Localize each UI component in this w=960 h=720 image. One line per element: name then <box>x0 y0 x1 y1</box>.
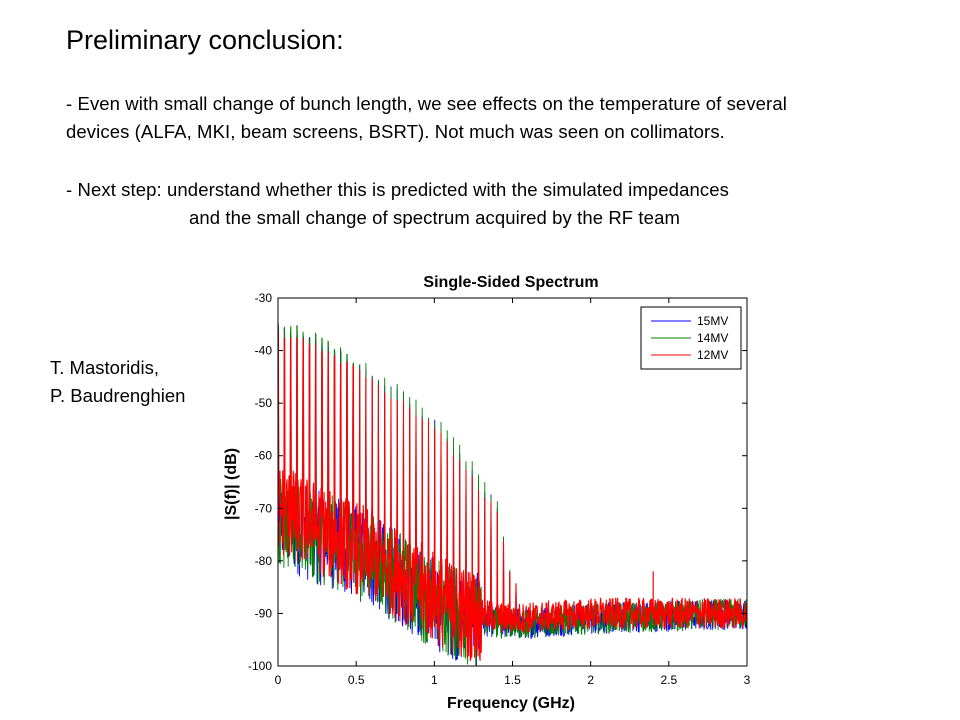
x-tick-label: 1.5 <box>504 673 521 687</box>
credit-author-1: T. Mastoridis, <box>50 357 159 378</box>
y-tick-label: -30 <box>255 291 273 305</box>
plot-traces <box>278 322 747 666</box>
credit-author-2: P. Baudrenghien <box>50 385 186 406</box>
x-tick-label: 0.5 <box>348 673 365 687</box>
bullet-effects: - Even with small change of bunch length… <box>66 90 787 146</box>
chart-title: Single-Sided Spectrum <box>423 274 598 291</box>
y-tick-label: -90 <box>255 606 273 620</box>
bullet-next-step-continuation: and the small change of spectrum acquire… <box>189 207 680 228</box>
bullet-effects-line1: - Even with small change of bunch length… <box>66 93 787 114</box>
x-tick-label: 0 <box>275 673 282 687</box>
series-12MV <box>278 330 747 662</box>
x-tick-label: 3 <box>744 673 751 687</box>
y-axis-label: |S(f)| (dB) <box>223 448 240 520</box>
chart-legend: 15MV 14MV 12MV <box>640 306 742 370</box>
y-tick-label: -100 <box>248 659 272 673</box>
legend-label: 14MV <box>697 331 728 345</box>
x-tick-label: 2.5 <box>660 673 677 687</box>
x-axis-label: Frequency (GHz) <box>447 695 575 712</box>
x-axis: 0 0.5 1 1.5 2 2.5 3 <box>275 298 751 687</box>
x-tick-label: 2 <box>587 673 594 687</box>
y-tick-label: -80 <box>255 554 273 568</box>
bullet-next-step: - Next step: understand whether this is … <box>66 179 729 200</box>
y-tick-label: -70 <box>255 501 273 515</box>
y-tick-label: -50 <box>255 396 273 410</box>
x-tick-label: 1 <box>431 673 438 687</box>
y-tick-label: -40 <box>255 344 273 358</box>
y-tick-label: -60 <box>255 449 273 463</box>
author-credits: T. Mastoridis, P. Baudrenghien <box>50 354 185 410</box>
legend-label: 12MV <box>697 348 728 362</box>
slide-title: Preliminary conclusion: <box>66 25 344 55</box>
legend-label: 15MV <box>697 314 728 328</box>
bullet-effects-line2: devices (ALFA, MKI, beam screens, BSRT).… <box>66 121 725 142</box>
y-axis: -30 -40 -50 -60 -70 -80 -90 -100 <box>248 291 747 673</box>
